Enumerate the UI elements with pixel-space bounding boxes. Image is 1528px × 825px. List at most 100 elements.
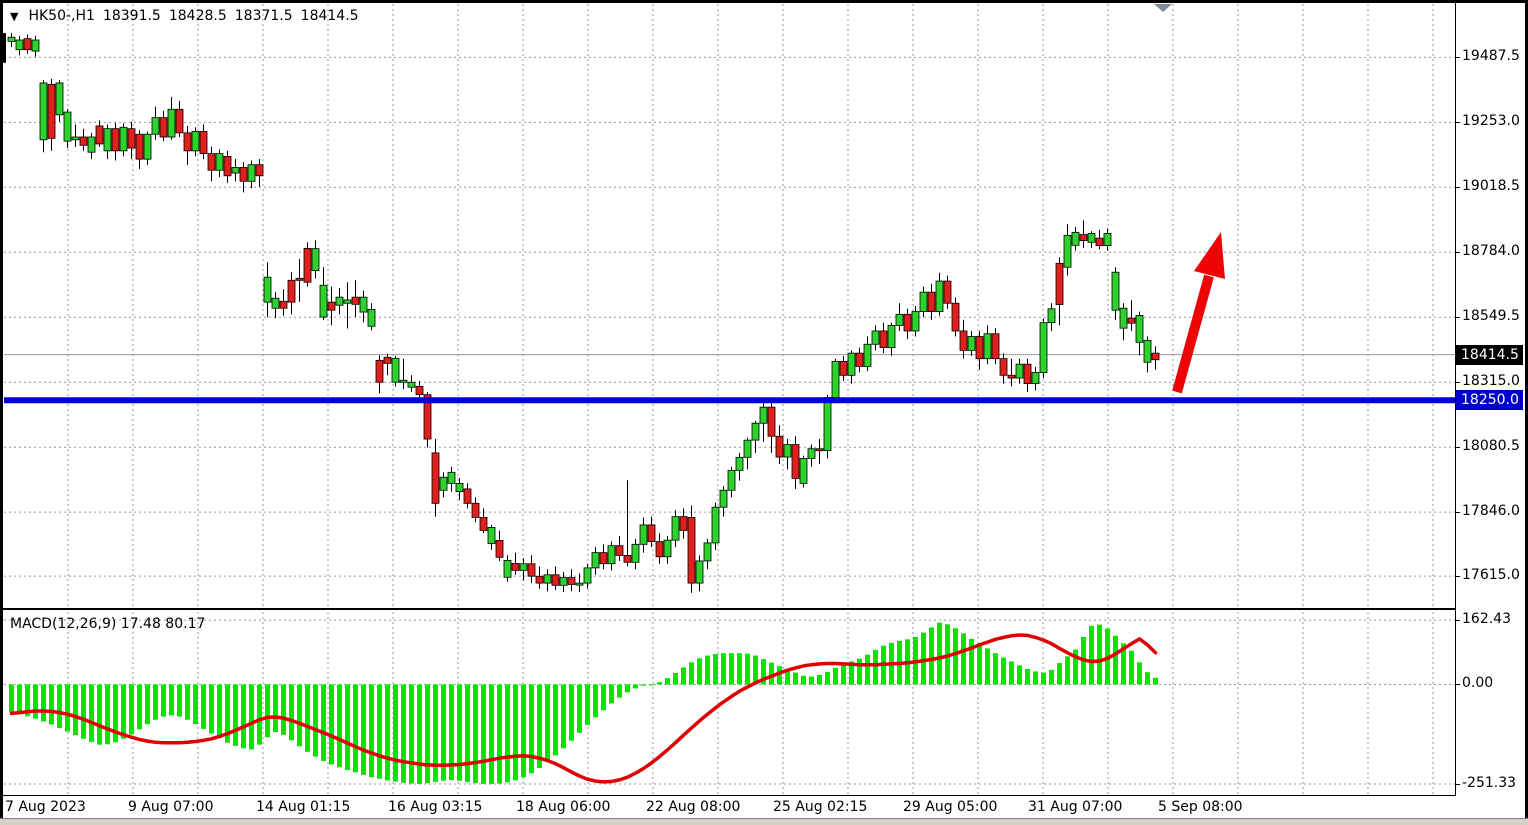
macd-histogram-bar [265,684,270,738]
bull-candle [911,311,920,332]
ohlc-high: 18428.5 [168,8,227,24]
macd-axis-tick [1455,684,1460,686]
edge-partial-candle [3,33,6,63]
macd-histogram-bar [473,684,478,784]
bull-candle [719,489,728,508]
bull-candle [591,552,600,569]
bull-candle [319,284,328,318]
bull-candle [1111,271,1120,311]
bull-candle [783,444,792,458]
macd-histogram-bar [49,684,54,725]
macd-histogram-bar [89,684,94,742]
bull-candle [1143,339,1152,363]
bear-candle [95,125,104,145]
bull-candle [15,39,24,51]
macd-histogram-bar [505,684,510,783]
macd-histogram-bar [97,684,102,745]
macd-histogram-bar [417,684,422,784]
macd-histogram-bar [65,684,70,732]
bear-candle [687,517,696,584]
macd-histogram-bar [993,653,998,685]
bear-candle [927,291,936,312]
bear-candle [383,356,392,364]
macd-axis-tick [1455,784,1460,786]
macd-histogram-bar [961,633,966,685]
macd-panel-canvas[interactable] [0,608,1528,798]
macd-histogram-bar [273,684,278,733]
macd-histogram-bar [297,684,302,747]
bull-candle [639,524,648,545]
bear-candle [471,502,480,518]
bull-candle [759,406,768,424]
symbol-dropdown-icon[interactable]: ▼ [10,9,19,23]
macd-histogram-bar [113,684,118,743]
main-chart-canvas[interactable] [0,0,1528,610]
bull-candle [863,343,872,367]
bear-candle [959,330,968,351]
trend-arrow[interactable] [1172,232,1225,394]
macd-histogram-bar [1065,656,1070,685]
bull-candle [103,128,112,152]
macd-histogram-bar [241,684,246,749]
bull-candle [231,167,240,174]
time-axis-label: 14 Aug 01:15 [256,799,351,815]
bull-candle [807,448,816,459]
price-axis-tick [1455,512,1460,514]
macd-histogram-bar [721,653,726,685]
bull-candle [711,506,720,544]
macd-histogram-bar [465,684,470,782]
macd-histogram-bar [737,653,742,685]
bull-candle [583,567,592,584]
macd-histogram-bar [145,684,150,725]
macd-histogram-bar [585,684,590,725]
bear-candle [879,330,888,348]
macd-histogram-bar [953,628,958,685]
macd-histogram-bar [1129,650,1134,685]
macd-histogram-bar [1017,665,1022,685]
macd-histogram-bar [1113,635,1118,685]
bear-candle [431,452,440,504]
macd-histogram-bar [105,684,110,745]
macd-histogram-bar [177,684,182,717]
panel-separator[interactable] [3,608,1455,610]
macd-histogram-bar [449,684,454,780]
bull-candle [247,164,256,182]
macd-axis-label: 162.43 [1462,611,1511,628]
macd-histogram-bar [217,684,222,739]
macd-name: MACD(12,26,9) [10,616,117,632]
bear-candle [991,333,1000,360]
bull-candle [1103,233,1112,247]
window-bottom-edge [0,818,1528,819]
ohlc-low: 18371.5 [234,8,293,24]
bear-candle [255,164,264,177]
macd-histogram-bar [673,673,678,685]
bull-candle [799,458,808,484]
macd-histogram-bar [193,684,198,725]
price-axis-tick [1455,447,1460,449]
bear-candle [423,394,432,440]
bull-candle [847,352,856,376]
macd-histogram-bar [753,655,758,685]
bull-candle [119,126,128,152]
macd-histogram-bar [689,662,694,685]
bear-candle [1007,374,1016,379]
bear-candle [535,575,544,584]
macd-histogram-bar [345,684,350,771]
macd-histogram-bar [209,684,214,734]
bear-candle [839,361,848,376]
bull-candle [439,476,448,491]
macd-histogram-bar [233,684,238,746]
bear-candle [415,385,424,396]
macd-histogram-bar [513,684,518,781]
macd-histogram-bar [457,684,462,781]
time-axis-label: 25 Aug 02:15 [773,799,868,815]
bull-candle [735,456,744,471]
bear-candle [175,108,184,134]
time-axis-label: 7 Aug 2023 [5,799,86,815]
time-axis-label: 5 Sep 08:00 [1158,799,1243,815]
macd-histogram-bar [921,632,926,685]
bull-candle [575,582,584,586]
bull-candle [31,39,40,52]
bull-candle [167,108,176,138]
macd-histogram-bar [281,684,286,735]
